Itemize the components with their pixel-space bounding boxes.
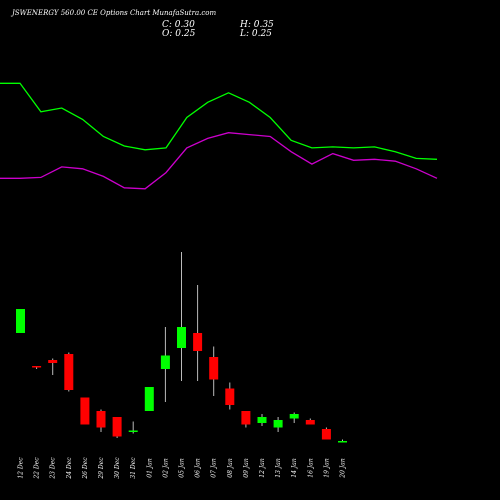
x-tick-label: 31 Dec — [130, 457, 137, 479]
candle-body — [209, 357, 219, 380]
candle-body — [80, 397, 90, 425]
x-tick-label: 07 Jan — [211, 458, 218, 478]
x-tick-label: 13 Jan — [275, 458, 282, 478]
candle-body — [338, 441, 347, 443]
candle-body — [128, 430, 138, 432]
candle-body — [160, 355, 170, 369]
candle-body — [16, 309, 25, 333]
candle-body — [48, 360, 58, 363]
candle-body — [112, 417, 122, 437]
upper-band-line — [0, 82, 438, 160]
x-tick-label: 01 Jan — [146, 458, 153, 478]
x-tick-label: 12 Jan — [259, 458, 266, 478]
x-tick-label: 12 Dec — [18, 457, 25, 479]
x-tick-label: 06 Jan — [195, 458, 202, 478]
x-tick-label: 29 Dec — [98, 457, 105, 480]
candle-body — [96, 411, 106, 428]
close-value: C: 0.30 — [162, 20, 195, 30]
candle-body — [64, 354, 74, 390]
candle-body — [225, 388, 235, 405]
x-tick-label: 24 Dec — [66, 457, 73, 480]
x-tick-label: 23 Dec — [50, 457, 57, 480]
x-tick-label: 08 Jan — [227, 458, 234, 478]
candle-body — [273, 420, 283, 428]
candle-body — [177, 327, 186, 348]
x-tick-label: 19 Jan — [323, 458, 330, 478]
x-tick-label: 22 Dec — [34, 457, 41, 480]
x-tick-label: 09 Jan — [243, 458, 250, 478]
candle-body — [305, 420, 315, 425]
x-tick-label: 05 Jan — [179, 458, 186, 478]
candle-body — [321, 429, 331, 440]
candle-body — [289, 414, 299, 419]
x-tick-label: 30 Dec — [114, 457, 121, 479]
candle-body — [144, 387, 154, 411]
x-tick-label: 16 Jan — [307, 458, 314, 478]
x-tick-label: 26 Dec — [82, 457, 89, 480]
candle-body — [32, 366, 42, 368]
candle-body — [257, 417, 267, 423]
lower-band-line — [0, 132, 438, 190]
open-value: O: 0.25 — [162, 29, 196, 39]
candle-body — [193, 333, 203, 351]
x-tick-label: 20 Jan — [340, 458, 347, 479]
high-value: H: 0.35 — [240, 20, 274, 30]
x-tick-label: 14 Jan — [291, 458, 298, 478]
chart-title: JSWENERGY 560.00 CE Options Chart Munafa… — [12, 9, 217, 17]
x-tick-label: 02 Jan — [162, 458, 169, 478]
low-value: L: 0.25 — [240, 29, 272, 39]
candle-body — [241, 411, 251, 425]
